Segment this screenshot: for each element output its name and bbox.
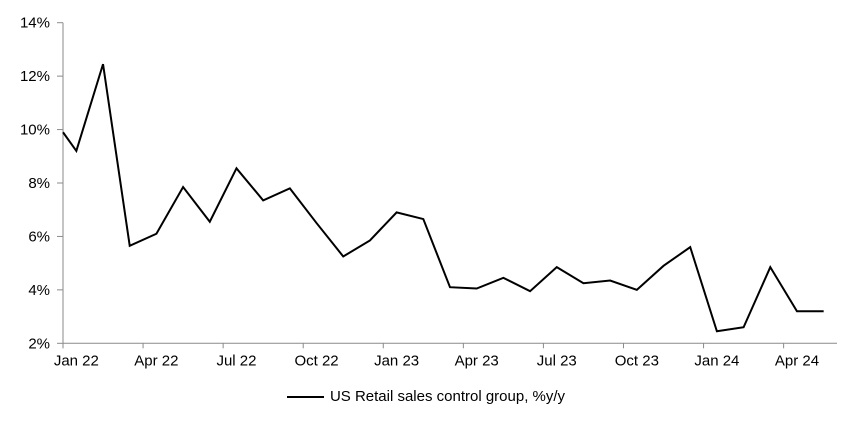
legend: US Retail sales control group, %y/y	[0, 388, 852, 405]
x-axis-tick-label: Oct 23	[615, 352, 659, 369]
x-axis-tick-label: Oct 22	[294, 352, 338, 369]
x-axis-tick-label: Apr 23	[455, 352, 499, 369]
y-axis-tick-label: 14%	[20, 15, 50, 32]
y-axis-tick-label: 6%	[28, 228, 50, 245]
legend-label: US Retail sales control group, %y/y	[329, 388, 566, 405]
x-axis-tick-label: Jul 23	[537, 352, 577, 369]
x-axis-tick-label: Jul 22	[216, 352, 256, 369]
y-axis-tick-label: 12%	[20, 68, 50, 85]
legend-line-sample	[286, 395, 324, 398]
y-axis-tick-label: 4%	[28, 282, 50, 299]
y-axis-tick-label: 10%	[20, 122, 50, 139]
x-axis-tick-label: Jan 23	[374, 352, 419, 369]
x-axis-tick-label: Apr 22	[134, 352, 178, 369]
x-axis-tick-label: Jan 24	[694, 352, 739, 369]
x-axis-tick-label: Jan 22	[54, 352, 99, 369]
y-axis-tick-label: 2%	[28, 335, 50, 352]
x-axis-tick-label: Apr 24	[775, 352, 819, 369]
y-axis-tick-label: 8%	[28, 175, 50, 192]
retail-sales-series-line	[62, 63, 824, 333]
